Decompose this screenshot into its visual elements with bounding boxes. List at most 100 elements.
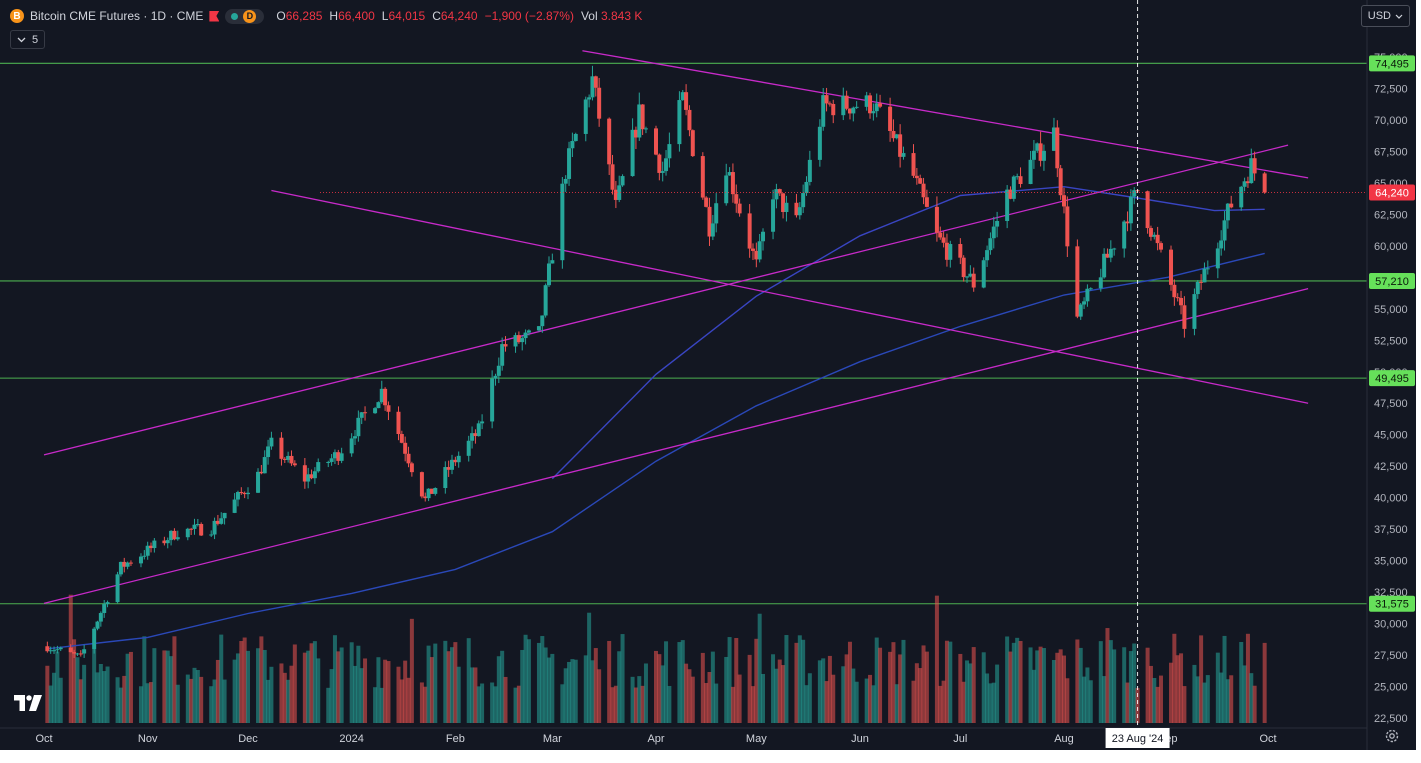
- volume-bar: [948, 641, 953, 723]
- currency-selector[interactable]: USD: [1360, 5, 1410, 27]
- candle: [1179, 290, 1184, 315]
- candle-body: [1222, 220, 1227, 241]
- tradingview-logo-icon[interactable]: [14, 695, 42, 711]
- candle: [1205, 260, 1210, 275]
- candle: [797, 202, 802, 220]
- candle-body: [493, 375, 498, 379]
- candle-body: [122, 561, 127, 567]
- volume-bar: [640, 685, 645, 723]
- candle: [971, 267, 976, 292]
- candle-body: [256, 471, 261, 493]
- candle: [1058, 164, 1063, 200]
- candle-body: [898, 134, 903, 157]
- candle: [1215, 242, 1220, 279]
- volume-bar: [82, 664, 87, 723]
- candle: [1175, 293, 1180, 302]
- flag-icon[interactable]: [209, 10, 220, 22]
- open-value: 66,285: [285, 9, 323, 23]
- volume-bar: [1158, 675, 1163, 723]
- volume-bar: [149, 682, 154, 723]
- candle: [45, 641, 50, 653]
- candle: [1125, 211, 1130, 232]
- candle: [754, 242, 759, 268]
- candle-body: [95, 621, 100, 629]
- volume-bar: [256, 648, 261, 723]
- candle: [664, 150, 669, 176]
- candle: [406, 446, 411, 468]
- price-chart[interactable]: 22,50025,00027,50030,00032,50035,00037,5…: [0, 0, 1416, 750]
- candle-body: [700, 156, 705, 198]
- candle-body: [52, 650, 57, 652]
- volume-layer: [45, 594, 1267, 723]
- volume-bar: [185, 674, 190, 723]
- volume-bar: [540, 636, 545, 723]
- candle: [871, 103, 876, 121]
- candle-body: [570, 141, 575, 149]
- volume-bar: [266, 679, 271, 723]
- candle-body: [654, 128, 658, 155]
- low-value: 64,015: [388, 9, 426, 23]
- candle: [1031, 140, 1036, 169]
- volume-bar: [496, 656, 501, 723]
- candle: [376, 401, 381, 409]
- candle: [282, 457, 287, 464]
- volume-bar: [222, 679, 227, 723]
- candle: [266, 439, 271, 465]
- candle: [827, 101, 832, 107]
- candle-body: [747, 213, 752, 249]
- y-tick-label: 60,000: [1374, 241, 1408, 253]
- volume-bar: [386, 661, 391, 723]
- gear-icon[interactable]: [1384, 728, 1400, 744]
- volume-bar: [573, 659, 578, 723]
- volume-bar: [1051, 659, 1056, 723]
- candle: [302, 458, 307, 489]
- candle: [817, 119, 822, 167]
- candle: [339, 447, 344, 464]
- candle: [470, 426, 475, 449]
- candle: [122, 557, 127, 573]
- candle: [771, 189, 776, 240]
- indicators-toggle[interactable]: 5: [10, 30, 46, 49]
- volume-bar: [426, 645, 431, 723]
- candle: [399, 430, 404, 444]
- candle: [1098, 268, 1103, 292]
- volume-bar: [399, 679, 404, 723]
- volume-bar: [138, 686, 143, 723]
- candle: [246, 487, 250, 500]
- candle-body: [804, 181, 809, 194]
- candle-body: [48, 650, 53, 652]
- volume-bar: [754, 638, 759, 723]
- volume-bar: [336, 651, 341, 723]
- candle-body: [560, 183, 565, 261]
- candle: [667, 132, 672, 168]
- volume-bar: [607, 640, 612, 723]
- market-status-pill[interactable]: D: [225, 8, 265, 24]
- y-tick-label: 62,500: [1374, 209, 1408, 221]
- level-tag: 74,495: [1369, 55, 1415, 72]
- volume-bar: [914, 663, 919, 723]
- candle-body: [704, 197, 709, 207]
- candle-body: [781, 193, 786, 212]
- candle-body: [777, 189, 782, 194]
- volume-bar: [536, 642, 541, 723]
- candle-body: [55, 649, 60, 651]
- volume-bar: [898, 654, 903, 723]
- volume-bar: [212, 679, 217, 723]
- candle: [914, 168, 919, 185]
- candle: [1245, 176, 1250, 188]
- candle-body: [573, 133, 578, 142]
- volume-bar: [246, 650, 250, 723]
- volume-bar: [864, 678, 869, 723]
- candle: [215, 514, 220, 526]
- candle-body: [1015, 176, 1020, 178]
- volume-bar: [774, 668, 779, 723]
- volume-bar: [189, 678, 194, 723]
- last-price-tag-label: 64,240: [1375, 187, 1409, 199]
- candle-body: [209, 534, 214, 536]
- candle-body: [1088, 288, 1093, 290]
- candle-body: [302, 465, 307, 482]
- candle: [640, 104, 645, 135]
- symbol-title[interactable]: Bitcoin CME Futures · 1D · CME: [30, 9, 204, 23]
- candle: [1199, 274, 1204, 290]
- candle-body: [924, 197, 929, 207]
